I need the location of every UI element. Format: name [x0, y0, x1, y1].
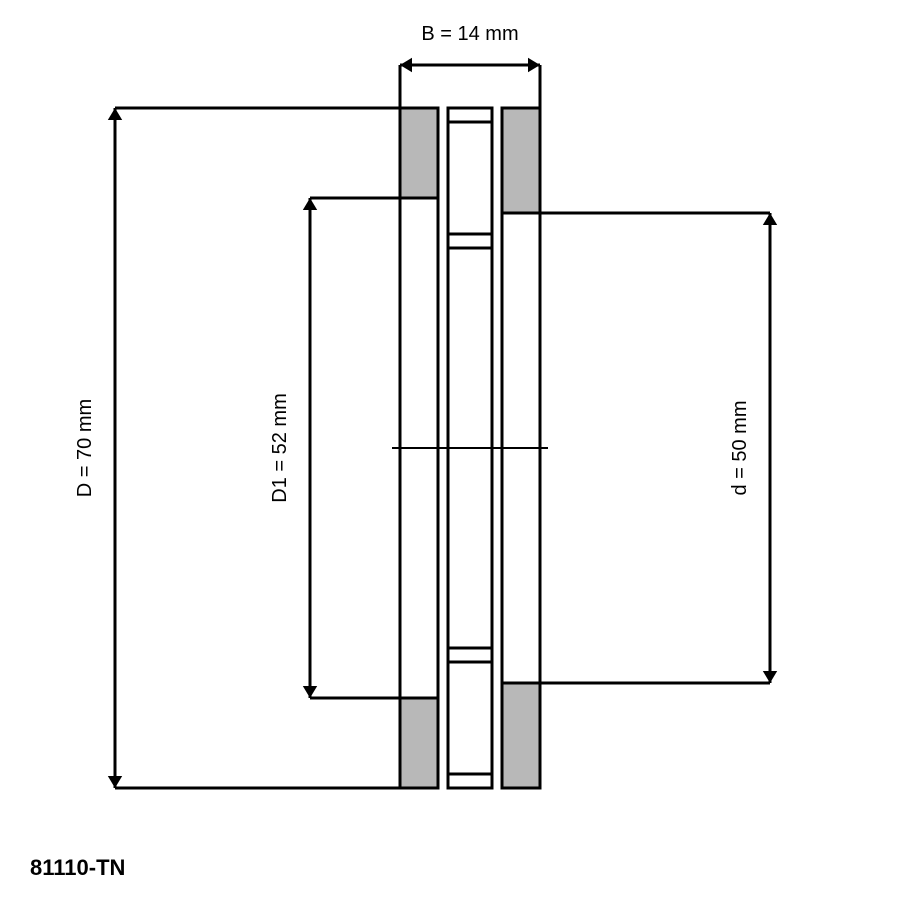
- svg-text:D1 = 52 mm: D1 = 52 mm: [269, 393, 291, 502]
- svg-text:D = 70 mm: D = 70 mm: [74, 399, 96, 497]
- svg-text:d = 50 mm: d = 50 mm: [729, 400, 751, 495]
- svg-text:B = 14 mm: B = 14 mm: [421, 23, 518, 45]
- part-number-label: 81110-TN: [30, 855, 125, 881]
- bearing-cross-section-drawing: B = 14 mm D = 70 mm D1 = 52 mm d = 50 mm: [0, 0, 900, 900]
